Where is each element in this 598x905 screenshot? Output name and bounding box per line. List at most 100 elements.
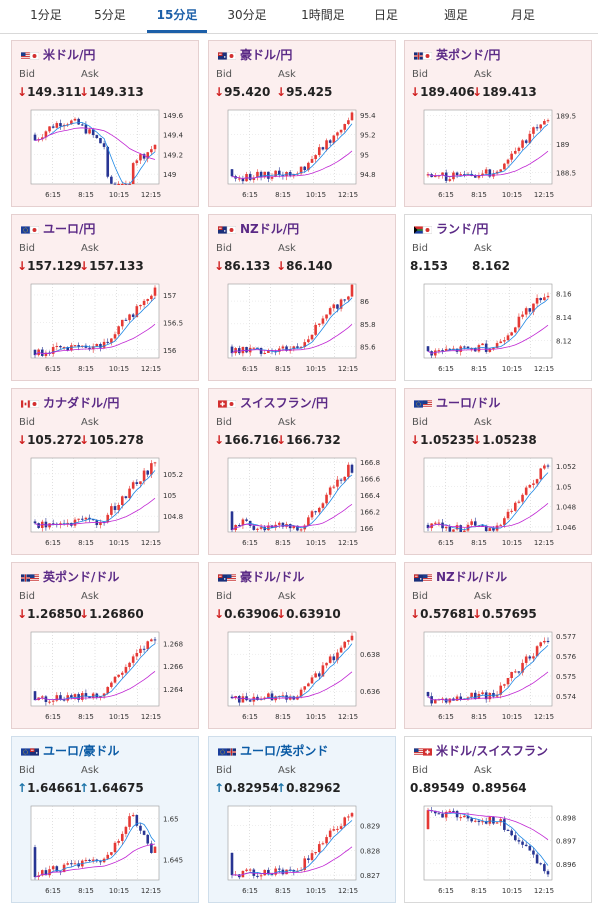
pair-title[interactable]: ユーロ/英ポンド: [240, 744, 329, 758]
price-chart[interactable]: 95.4 95.2 95 94.8 6:15 8:15 10:15 12:15: [212, 105, 394, 205]
pair-title[interactable]: 米ドル/スイスフラン: [436, 744, 549, 758]
arrow-down-icon: ↓: [79, 259, 90, 273]
price-chart[interactable]: 149.6 149.4 149.2 149 6:15 8:15 10:15 12:15: [15, 105, 197, 205]
candle: [124, 496, 128, 499]
price-chart[interactable]: 1.052 1.05 1.048 1.046 6:15 8:15 10:15 12:15: [408, 453, 590, 553]
pair-title[interactable]: 英ポンド/ドル: [43, 570, 120, 584]
candle: [495, 343, 499, 348]
y-tick-label: 156: [163, 347, 177, 355]
currency-card[interactable]: ランド/円 Bid Ask 8.153 8.162 8.16 8.14 8.12 6:15 8:1…: [404, 214, 592, 381]
pair-title[interactable]: 英ポンド/円: [436, 48, 501, 62]
price-chart[interactable]: 0.577 0.576 0.575 0.574 6:15 8:15 10:15 12:15: [408, 627, 590, 727]
price-chart[interactable]: 157 156.5 156 6:15 8:15 10:15 12:15: [15, 279, 197, 379]
candle: [524, 656, 528, 663]
pair-title[interactable]: ユーロ/豪ドル: [43, 744, 120, 758]
y-tick-label: 1.048: [556, 504, 576, 512]
candle: [473, 692, 477, 699]
currency-card[interactable]: 豪ドル/円 Bid Ask ↓95.420 ↓95.425 95.4 95.2 95 94.8 6…: [208, 40, 396, 207]
tab-7[interactable]: 月足: [510, 8, 535, 22]
candle: [296, 525, 299, 531]
currency-card[interactable]: カナダドル/円 Bid Ask ↓105.272 ↓105.278 105.2 105 104…: [11, 388, 199, 555]
x-tick-label: 8:15: [471, 887, 487, 895]
y-tick-label: 166.6: [360, 476, 381, 484]
candle: [303, 858, 307, 870]
candle: [532, 127, 535, 134]
candle: [135, 482, 139, 484]
candle: [441, 813, 444, 818]
y-tick-label: 0.898: [556, 815, 576, 823]
pair-title[interactable]: ユーロ/ドル: [436, 396, 501, 410]
ask-value-text: 0.89564: [472, 781, 527, 795]
price-chart[interactable]: 1.268 1.266 1.264 6:15 8:15 10:15 12:15: [15, 627, 197, 727]
currency-card[interactable]: 豪ドル/ドル Bid Ask ↓0.63906 ↓0.63910 0.638 0.636 6:…: [208, 562, 396, 729]
tab-4[interactable]: 1時間足: [301, 8, 345, 22]
x-tick-label: 8:15: [275, 887, 291, 895]
candle: [55, 345, 59, 347]
candle: [539, 124, 543, 129]
pair-title[interactable]: NZドル/ドル: [436, 570, 508, 584]
y-tick-label: 0.897: [556, 838, 576, 846]
price-chart[interactable]: 86 85.8 85.6 6:15 8:15 10:15 12:15: [212, 279, 394, 379]
y-tick-label: 0.896: [556, 861, 577, 869]
ask-value: ↓1.26860: [79, 607, 144, 621]
bid-label: Bid: [19, 69, 35, 80]
arrow-down-icon: ↓: [410, 607, 421, 621]
candle: [310, 677, 314, 684]
currency-card[interactable]: 米ドル/円 Bid Ask ↓149.311 ↓149.313 149.6 149.4 149…: [11, 40, 199, 207]
currency-card[interactable]: スイスフラン/円 Bid Ask ↓166.716 ↓166.732 166.8 166.6…: [208, 388, 396, 555]
flag-icon: [21, 574, 39, 582]
price-chart[interactable]: 105.2 105 104.8 6:15 8:15 10:15 12:15: [15, 453, 197, 553]
candle: [307, 683, 310, 687]
x-tick-label: 6:15: [242, 713, 258, 721]
pair-title[interactable]: ユーロ/円: [43, 222, 96, 236]
price-chart[interactable]: 189.5 189 188.5 6:15 8:15 10:15 12:15: [408, 105, 590, 205]
candle: [343, 817, 347, 827]
candle: [481, 173, 484, 176]
pair-title[interactable]: 豪ドル/ドル: [240, 570, 305, 584]
price-chart[interactable]: 1.65 1.645 6:15 8:15 10:15 12:15: [15, 801, 197, 901]
candle: [95, 135, 99, 139]
currency-card[interactable]: ユーロ/英ポンド Bid Ask ↑0.82954 ↑0.82962 0.829 0.828…: [208, 736, 396, 903]
currency-card[interactable]: 米ドル/スイスフラン Bid Ask 0.89549 0.89564 0.898 0.897…: [404, 736, 592, 903]
tab-1[interactable]: 5分足: [94, 8, 126, 22]
currency-card[interactable]: 英ポンド/円 Bid Ask ↓189.406 ↓189.413 189.5 189 188.…: [404, 40, 592, 207]
pair-title[interactable]: スイスフラン/円: [240, 396, 329, 410]
currency-card[interactable]: ユーロ/豪ドル Bid Ask ↑1.64661 ↑1.64675 1.65 1.645 6:…: [11, 736, 199, 903]
tab-3[interactable]: 30分足: [227, 8, 267, 22]
price-chart[interactable]: 8.16 8.14 8.12 6:15 8:15 10:15 12:15: [408, 279, 590, 379]
candle: [347, 120, 350, 125]
candle: [543, 640, 546, 643]
currency-card[interactable]: 英ポンド/ドル Bid Ask ↓1.26850 ↓1.26860 1.268 1.266 1…: [11, 562, 199, 729]
tab-0[interactable]: 1分足: [30, 8, 62, 22]
price-chart[interactable]: 166.8 166.6 166.4 166.2 166 6:15 8:15 10:15 12:1…: [212, 453, 394, 553]
ma-short-line: [427, 809, 549, 866]
candle: [452, 348, 455, 350]
price-chart[interactable]: 0.898 0.897 0.896 6:15 8:15 10:15 12:15: [408, 801, 590, 901]
x-tick-label: 12:15: [534, 887, 554, 895]
currency-card[interactable]: NZドル/円 Bid Ask ↓86.133 ↓86.140 86 85.8 85.6 6:15…: [208, 214, 396, 381]
pair-title[interactable]: 米ドル/円: [43, 48, 96, 62]
candle: [325, 314, 328, 319]
pair-title[interactable]: ランド/円: [436, 222, 489, 236]
candle: [124, 184, 128, 185]
ma-long-line: [231, 671, 353, 700]
price-chart[interactable]: 0.829 0.828 0.827 6:15 8:15 10:15 12:15: [212, 801, 394, 901]
y-tick-label: 105: [163, 492, 176, 500]
pair-title[interactable]: カナダドル/円: [43, 396, 120, 410]
candle: [332, 304, 336, 309]
currency-card[interactable]: ユーロ/円 Bid Ask ↓157.129 ↓157.133 157 156.5 156 6:…: [11, 214, 199, 381]
candle: [328, 656, 332, 663]
tab-6[interactable]: 週足: [443, 8, 468, 22]
pair-title[interactable]: 豪ドル/円: [240, 48, 293, 62]
currency-card[interactable]: NZドル/ドル Bid Ask ↓0.57681 ↓0.57695 0.577 0.576 0…: [404, 562, 592, 729]
price-chart[interactable]: 0.638 0.636 6:15 8:15 10:15 12:15: [212, 627, 394, 727]
candle: [336, 304, 339, 309]
tab-5[interactable]: 日足: [373, 8, 398, 22]
candle: [274, 868, 277, 875]
pair-title[interactable]: NZドル/円: [240, 222, 300, 236]
bid-label: Bid: [19, 243, 35, 254]
ask-label: Ask: [474, 417, 492, 428]
candle: [532, 483, 535, 485]
tab-2[interactable]: 15分足: [147, 0, 207, 33]
currency-card[interactable]: ユーロ/ドル Bid Ask ↓1.05235 ↓1.05238 1.052 1.05 1.0…: [404, 388, 592, 555]
